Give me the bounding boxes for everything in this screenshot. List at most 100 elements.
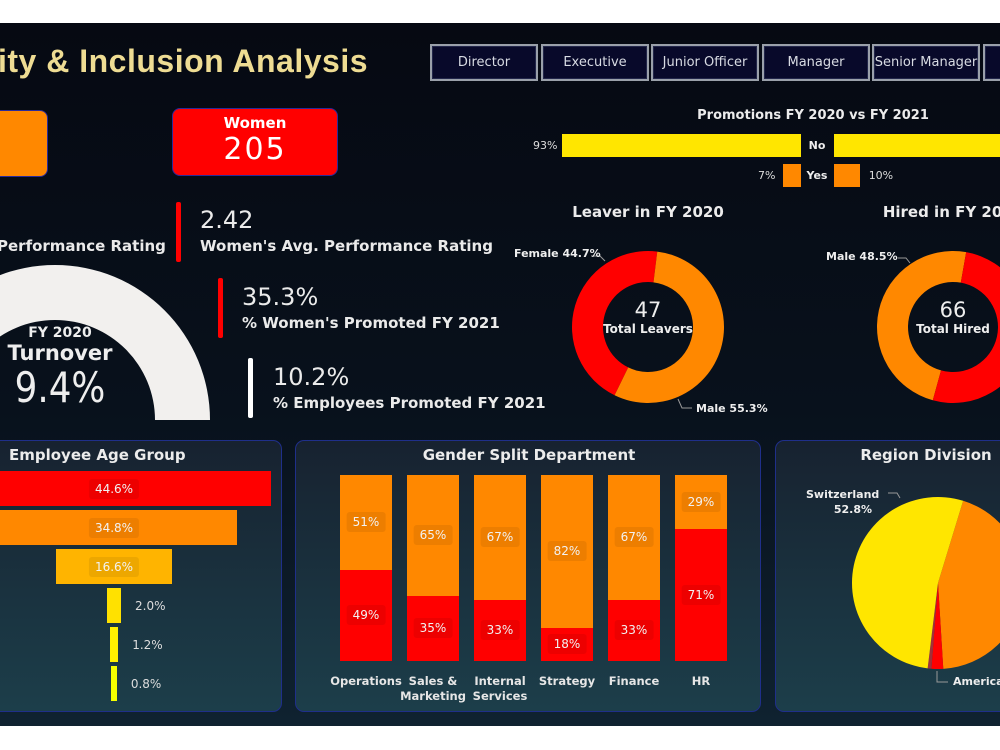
male-value-label: 82% [547,541,587,562]
turnover-kpi: FY 2020 Turnover 9.4% [7,325,114,411]
male-value-label: 51% [346,512,386,533]
promo-category: No [808,139,826,152]
age-value-label: 44.6% [88,479,140,499]
age-bar [0,510,237,545]
female-bar [608,599,660,661]
slicer-more[interactable] [983,44,1000,81]
women-label: Women [223,114,287,132]
promo-bar-fy2021 [834,134,1000,157]
women-performance-label: Women's Avg. Performance Rating [200,237,493,255]
female-value-label: 71% [681,584,721,605]
promo-value-label: 10% [868,169,894,182]
male-bar [541,475,593,628]
promotions-title: Promotions FY 2020 vs FY 2021 [697,108,929,123]
leaver-male-label: Male 55.3% [696,402,768,415]
department-label: Internal Services [472,674,528,703]
total-leavers-label: Total Leavers [603,322,693,336]
employees-promoted-label: % Employees Promoted FY 2021 [273,394,546,412]
total-hired-value: 66 [939,298,967,322]
promo-value-label: 93% [532,139,558,152]
female-value-label: 18% [547,634,587,655]
turnover-label: Turnover [7,341,113,365]
female-bar [675,528,727,661]
leaver-female-label: Female 44.7% [514,247,601,260]
turnover-gauge [0,265,210,420]
page-title: ity & Inclusion Analysis [0,43,369,79]
turnover-year: FY 2020 [28,325,92,341]
slicer-manager[interactable]: Manager [762,44,870,81]
age-value-label: 16.6% [88,557,140,577]
slicer-senior-manager[interactable]: Senior Manager [872,44,980,81]
promo-bar-fy2020 [783,164,801,187]
female-value-label: 33% [614,620,654,641]
female-bar [474,599,526,661]
female-value-label: 35% [413,618,453,639]
slicer-director[interactable]: Director [430,44,538,81]
female-bar [407,595,459,661]
male-bar [675,475,727,529]
leader-line [591,255,606,262]
switzerland-label: Switzerland 52.8% [806,488,880,516]
department-label: Operations [330,674,402,688]
leader-line [677,398,692,409]
women-promoted-value: 35.3% [242,283,319,311]
hired-male-label: Male 48.5% [826,250,898,263]
leaver-slice [572,251,658,396]
total-leavers-value: 47 [634,298,662,322]
women-count: 205 [223,132,287,167]
region-slice [927,583,938,669]
americas-label: Americas [953,675,1000,688]
age-bar [111,666,117,701]
male-bar [474,475,526,600]
dashboard: ity & Inclusion Analysis Director Execut… [0,23,1000,726]
donut-charts [572,251,1000,409]
department-label: HR [691,674,711,688]
slicer-junior-officer[interactable]: Junior Officer [651,44,759,81]
turnover-value: 9.4% [14,363,106,412]
hired-slice [932,252,1000,403]
region-title: Region Division [860,446,992,464]
gender-split-title: Gender Split Department [422,446,636,464]
promo-category: Yes [806,169,828,182]
male-value-label: 29% [681,491,721,512]
female-bar [541,627,593,661]
women-card: Women 205 [172,108,338,176]
age-value-label: 0.8% [130,677,162,691]
promo-value-label: 7% [758,169,776,182]
hired-center: 66 Total Hired [916,298,990,336]
male-bar [407,475,459,596]
age-bar [106,588,122,623]
male-value-label: 65% [413,525,453,546]
men-performance-label: Performance Rating [0,237,166,255]
region-slice [938,500,1000,669]
employees-promoted-value: 10.2% [273,363,350,391]
department-label: Sales & Marketing [400,674,466,703]
female-value-label: 49% [346,605,386,626]
leaver-slice [614,251,724,403]
age-group-title: Employee Age Group [9,446,186,464]
kpi-accent [248,358,253,418]
department-label: Strategy [538,674,596,688]
promo-bar-fy2021 [834,164,860,187]
region-pie [852,492,1000,683]
age-bar [0,471,271,506]
male-value-label: 67% [614,527,654,548]
total-hired-label: Total Hired [916,322,990,336]
female-value-label: 33% [480,620,520,641]
department-label: Finance [608,674,660,688]
men-card [0,110,48,177]
age-bar [55,549,173,584]
promo-bar-fy2020 [561,134,801,157]
age-value-label: 34.8% [88,518,140,538]
gauge-arc [0,265,210,420]
female-bar [340,569,392,661]
women-promoted-label: % Women's Promoted FY 2021 [242,314,500,332]
age-value-label: 1.2% [132,638,163,652]
leader-line [888,492,901,499]
region-slice [852,497,964,669]
leader-line [898,257,911,264]
hired-slice [877,251,967,401]
leaver-center: 47 Total Leavers [603,298,693,336]
slicer-executive[interactable]: Executive [541,44,649,81]
leaver-title: Leaver in FY 2020 [572,203,724,221]
